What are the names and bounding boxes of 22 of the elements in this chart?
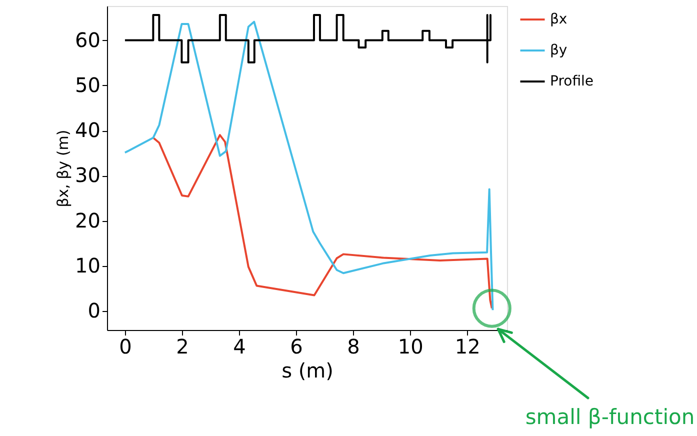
x-tick-label: 10 [398, 334, 424, 358]
y-tick-label: 20 [75, 208, 100, 232]
y-tick-label: 50 [75, 72, 100, 97]
y-tick-label: 10 [75, 253, 100, 278]
legend-label: Profile [550, 74, 594, 90]
legend-label: βy [550, 42, 568, 58]
annotation: small β-function [525, 405, 695, 429]
line-series [124, 20, 494, 312]
y-axis-title: βx, βy (m) [54, 130, 72, 208]
x-tick-label: 8 [347, 334, 360, 358]
y-tick-label: 40 [75, 118, 100, 142]
y-tick-label: 60 [75, 28, 100, 52]
x-axis-title: s (m) [282, 358, 334, 382]
y-tick-label: 0 [88, 298, 100, 323]
x-tick-label: 12 [454, 334, 480, 358]
x-tick-label: 0 [119, 334, 132, 358]
x-tick-label: 2 [176, 334, 189, 358]
line-series [124, 14, 492, 64]
x-tick-label: 4 [233, 334, 246, 358]
legend-label: βx [550, 12, 568, 28]
x-tick-label: 6 [290, 334, 303, 358]
y-tick-label: 30 [75, 163, 100, 188]
